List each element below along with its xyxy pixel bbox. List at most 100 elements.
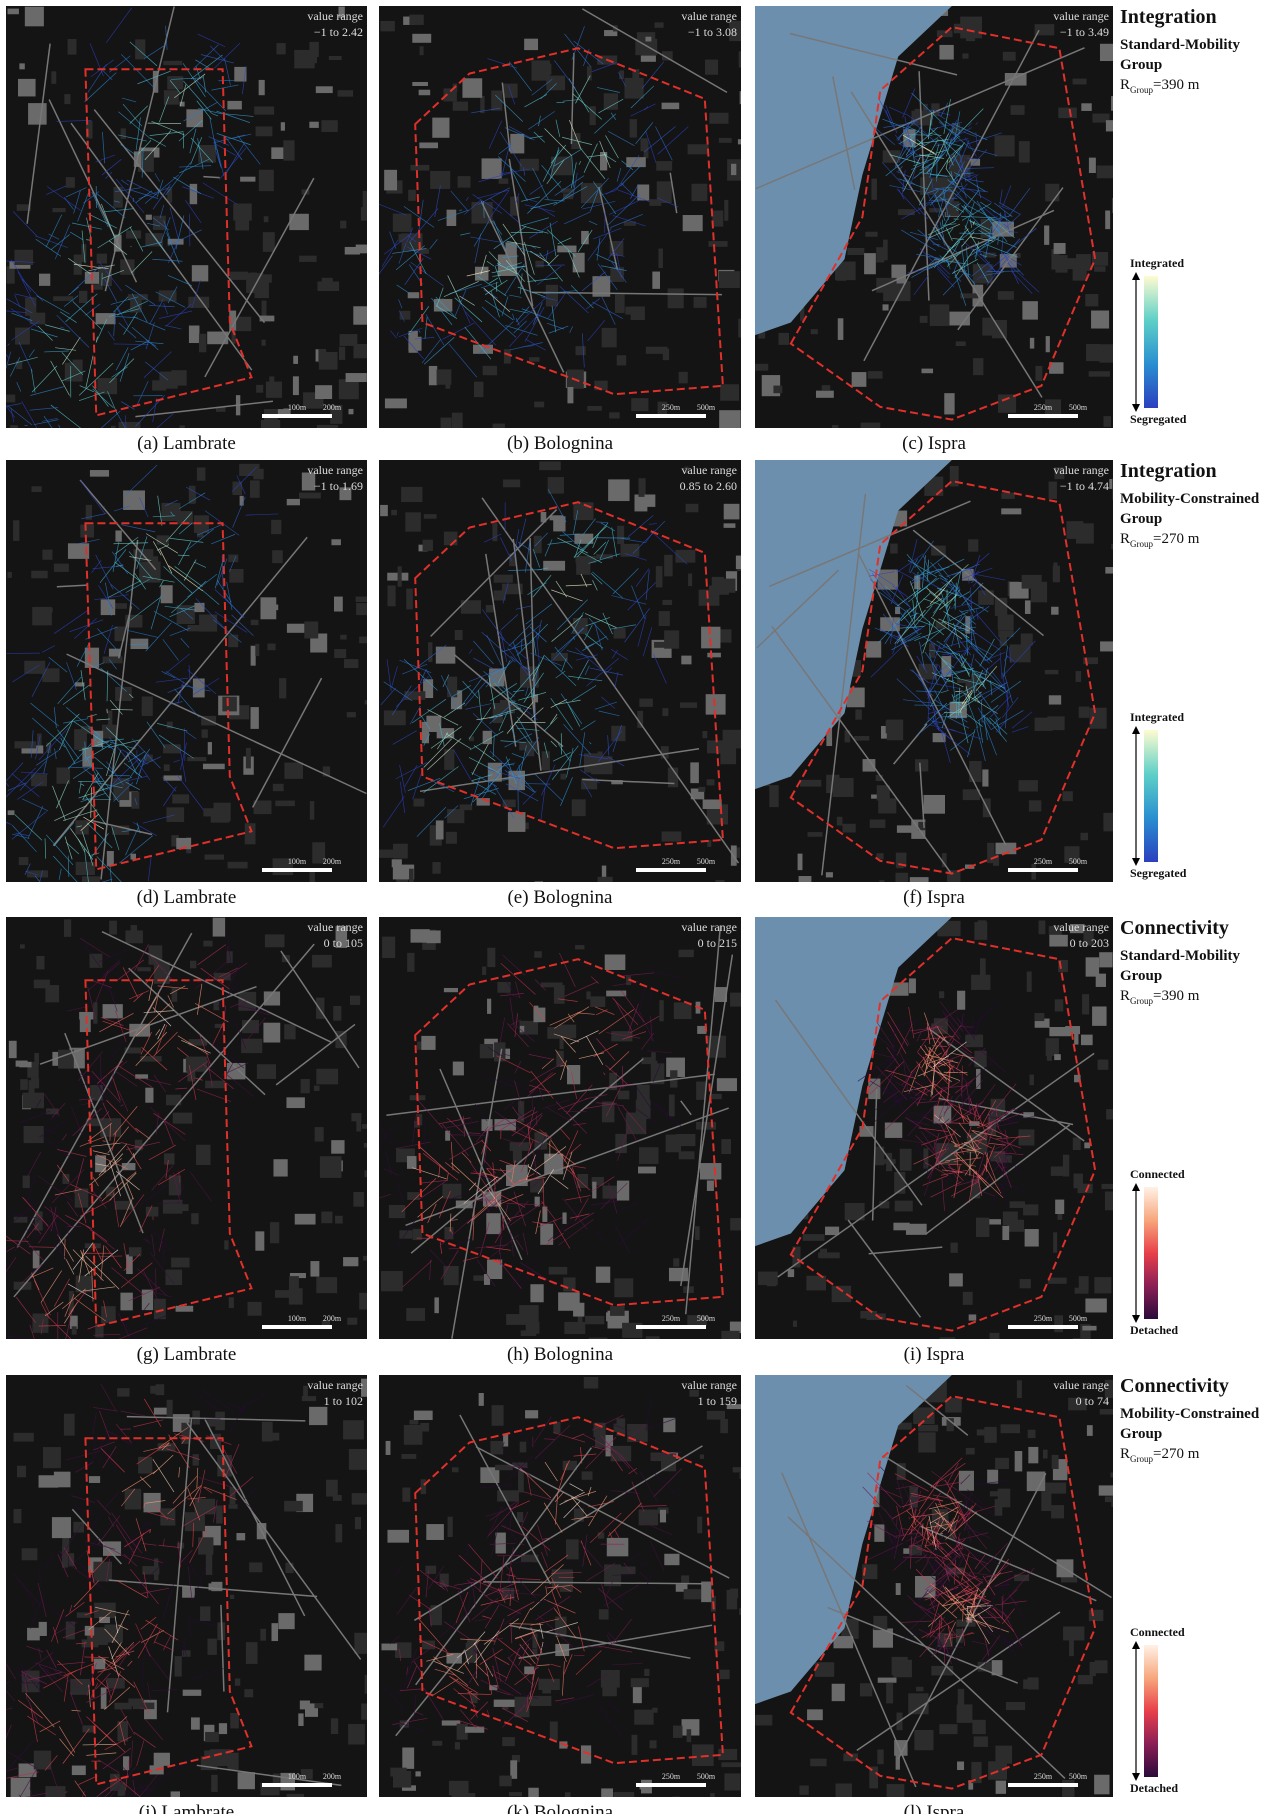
building: [662, 600, 672, 605]
building: [216, 1506, 223, 1524]
building: [518, 1471, 524, 1493]
building: [271, 1623, 278, 1641]
building: [1106, 1109, 1113, 1119]
map-panel: value range0.85 to 2.60250m500m: [379, 460, 741, 882]
building: [652, 1708, 657, 1713]
building: [1100, 344, 1113, 362]
building: [550, 1721, 558, 1740]
building: [128, 1699, 143, 1707]
building: [709, 113, 728, 124]
building: [425, 1566, 436, 1574]
building: [539, 64, 552, 75]
building: [343, 1420, 364, 1439]
panel-caption: (i) Ispra: [755, 1344, 1113, 1366]
building: [70, 1679, 90, 1695]
building: [956, 1620, 975, 1627]
value-range: 0.85 to 2.60: [680, 479, 737, 493]
building: [446, 370, 451, 389]
scale-label: 250m: [1034, 857, 1053, 866]
building: [877, 1749, 883, 1764]
building: [755, 1715, 772, 1726]
building: [253, 469, 263, 480]
building: [135, 39, 145, 59]
building: [36, 956, 44, 969]
scale-bar: [1008, 1325, 1078, 1329]
building: [447, 809, 464, 823]
building: [950, 1243, 957, 1253]
building: [190, 184, 197, 204]
building: [1105, 211, 1110, 230]
building: [971, 159, 980, 166]
building: [190, 493, 197, 503]
building: [281, 122, 285, 130]
building: [25, 7, 44, 27]
building: [486, 1213, 500, 1234]
building: [1055, 999, 1064, 1011]
building: [349, 1449, 367, 1470]
panel-caption: (f) Ispra: [755, 887, 1113, 909]
building: [52, 208, 65, 212]
building: [1080, 833, 1088, 840]
scale-label: 250m: [662, 857, 681, 866]
building: [1076, 671, 1082, 682]
building: [441, 418, 452, 428]
building: [409, 869, 414, 882]
building: [436, 647, 456, 664]
building: [686, 504, 699, 512]
building: [1030, 338, 1034, 349]
panel-caption: (d) Lambrate: [6, 887, 367, 909]
building: [720, 384, 739, 400]
scale-label: 100m: [288, 1772, 307, 1781]
building: [455, 630, 463, 640]
building: [1029, 800, 1041, 811]
building: [973, 358, 983, 375]
map-panel: value range−1 to 4.74250m500m: [755, 460, 1113, 882]
building: [1053, 566, 1060, 583]
value-range: −1 to 2.42: [314, 25, 363, 39]
building: [64, 1414, 75, 1436]
building: [402, 1747, 414, 1768]
building: [508, 771, 525, 790]
building: [1086, 344, 1100, 361]
building: [8, 9, 19, 15]
building: [89, 1476, 100, 1483]
building: [657, 181, 672, 203]
map-panel: value range0 to 203250m500m: [755, 917, 1113, 1339]
building: [362, 1124, 367, 1129]
building: [407, 953, 414, 972]
panel-caption: (h) Bolognina: [379, 1344, 741, 1366]
building: [1106, 120, 1113, 131]
building: [694, 297, 707, 308]
building: [637, 1085, 650, 1105]
building: [602, 1677, 616, 1696]
building: [940, 1337, 956, 1339]
building: [939, 1724, 957, 1734]
building: [121, 128, 126, 139]
building: [490, 1441, 503, 1454]
building: [444, 988, 458, 992]
building: [564, 1322, 585, 1334]
building: [23, 1176, 30, 1188]
building: [154, 1753, 170, 1766]
map-panel: value range1 to 159250m500m: [379, 1375, 741, 1797]
building: [847, 688, 865, 708]
building: [939, 45, 953, 60]
building: [471, 1693, 478, 1703]
building: [1073, 79, 1087, 85]
building: [13, 520, 19, 541]
building: [93, 1562, 112, 1582]
building: [1105, 1497, 1113, 1503]
building: [137, 967, 150, 971]
building: [930, 304, 949, 326]
building: [936, 622, 946, 629]
building: [949, 1273, 963, 1286]
building: [409, 15, 423, 25]
building: [295, 1214, 316, 1225]
building: [130, 854, 136, 860]
building: [269, 1433, 279, 1441]
building: [1063, 1626, 1084, 1640]
value-range: 0 to 215: [698, 936, 737, 950]
value-range-title: value range: [681, 1378, 737, 1392]
building: [213, 918, 225, 937]
building: [262, 340, 266, 346]
